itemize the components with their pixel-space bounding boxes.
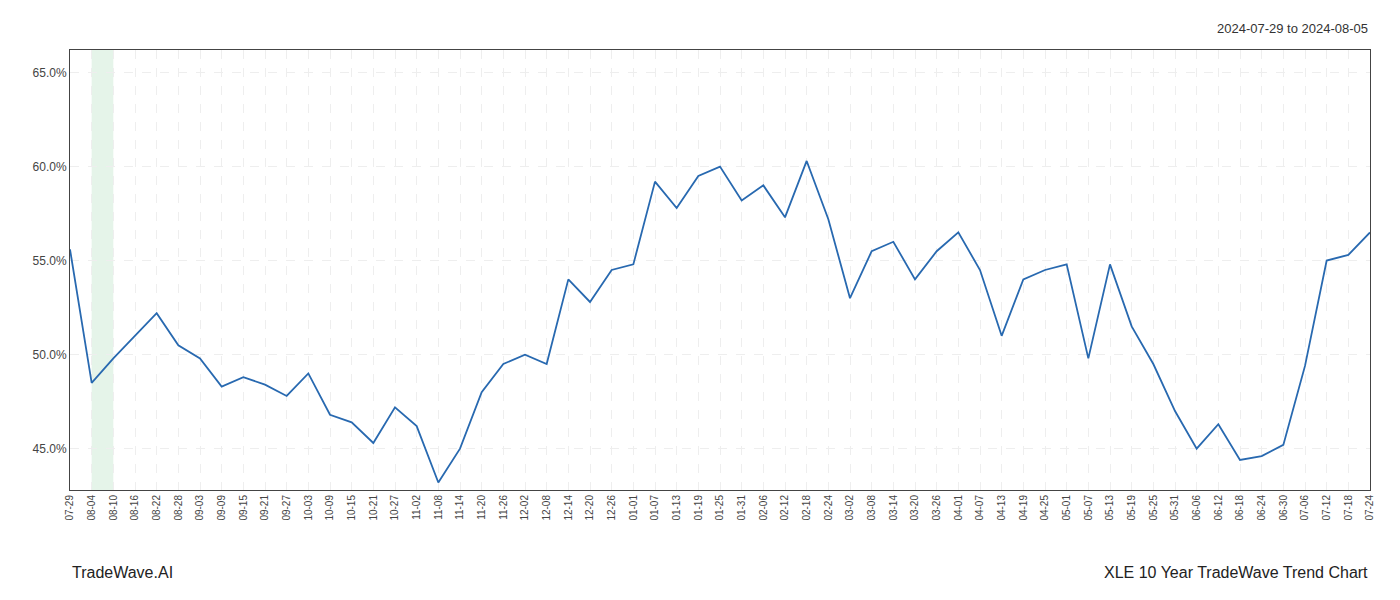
- svg-text:08-04: 08-04: [86, 495, 97, 521]
- svg-text:11-14: 11-14: [454, 495, 465, 520]
- svg-text:03-14: 03-14: [888, 495, 899, 521]
- svg-text:02-06: 02-06: [758, 495, 769, 521]
- svg-text:12-14: 12-14: [563, 495, 574, 521]
- svg-text:55.0%: 55.0%: [33, 254, 67, 268]
- svg-text:11-02: 11-02: [411, 495, 422, 520]
- svg-text:02-12: 02-12: [779, 495, 790, 521]
- svg-text:03-20: 03-20: [909, 495, 920, 521]
- svg-text:05-25: 05-25: [1148, 495, 1159, 521]
- svg-text:11-08: 11-08: [433, 495, 444, 520]
- svg-text:XLE 10 Year TradeWave Trend Ch: XLE 10 Year TradeWave Trend Chart: [1104, 564, 1368, 581]
- svg-text:04-13: 04-13: [996, 495, 1007, 521]
- svg-text:12-02: 12-02: [519, 495, 530, 521]
- svg-text:06-18: 06-18: [1234, 495, 1245, 521]
- svg-text:04-25: 04-25: [1039, 495, 1050, 521]
- svg-text:09-27: 09-27: [281, 495, 292, 521]
- svg-text:09-09: 09-09: [216, 495, 227, 521]
- svg-text:01-25: 01-25: [714, 495, 725, 521]
- svg-text:01-07: 01-07: [649, 495, 660, 521]
- svg-text:08-22: 08-22: [151, 495, 162, 521]
- svg-text:05-31: 05-31: [1169, 495, 1180, 521]
- svg-text:02-24: 02-24: [823, 495, 834, 521]
- svg-text:03-02: 03-02: [844, 495, 855, 521]
- svg-text:08-10: 08-10: [108, 495, 119, 521]
- svg-text:09-15: 09-15: [238, 495, 249, 521]
- svg-text:01-13: 01-13: [671, 495, 682, 521]
- svg-text:09-21: 09-21: [259, 495, 270, 521]
- svg-text:06-24: 06-24: [1256, 495, 1267, 521]
- svg-text:10-27: 10-27: [389, 495, 400, 521]
- svg-text:2024-07-29 to 2024-08-05: 2024-07-29 to 2024-08-05: [1217, 21, 1368, 36]
- svg-text:07-29: 07-29: [64, 495, 75, 521]
- svg-text:12-08: 12-08: [541, 495, 552, 521]
- svg-text:08-16: 08-16: [129, 495, 140, 521]
- svg-text:05-01: 05-01: [1061, 495, 1072, 521]
- svg-text:01-19: 01-19: [693, 495, 704, 521]
- svg-text:10-09: 10-09: [324, 495, 335, 521]
- svg-text:12-20: 12-20: [584, 495, 595, 521]
- svg-text:60.0%: 60.0%: [33, 160, 67, 174]
- svg-text:TradeWave.AI: TradeWave.AI: [72, 564, 173, 581]
- svg-text:11-26: 11-26: [498, 495, 509, 520]
- svg-text:07-12: 07-12: [1321, 495, 1332, 521]
- svg-text:10-15: 10-15: [346, 495, 357, 521]
- svg-text:07-18: 07-18: [1343, 495, 1354, 521]
- svg-text:10-21: 10-21: [368, 495, 379, 521]
- svg-text:05-19: 05-19: [1126, 495, 1137, 521]
- svg-text:65.0%: 65.0%: [33, 66, 67, 80]
- svg-text:05-13: 05-13: [1104, 495, 1115, 521]
- svg-text:04-19: 04-19: [1018, 495, 1029, 521]
- svg-text:45.0%: 45.0%: [33, 442, 67, 456]
- svg-text:06-12: 06-12: [1213, 495, 1224, 521]
- svg-text:07-24: 07-24: [1364, 495, 1375, 521]
- svg-text:01-01: 01-01: [628, 495, 639, 521]
- svg-text:07-06: 07-06: [1299, 495, 1310, 521]
- svg-text:06-06: 06-06: [1191, 495, 1202, 521]
- svg-text:03-26: 03-26: [931, 495, 942, 521]
- svg-text:10-03: 10-03: [303, 495, 314, 521]
- svg-text:02-18: 02-18: [801, 495, 812, 521]
- svg-text:50.0%: 50.0%: [33, 348, 67, 362]
- svg-text:04-01: 04-01: [953, 495, 964, 521]
- svg-text:05-07: 05-07: [1083, 495, 1094, 521]
- svg-text:06-30: 06-30: [1278, 495, 1289, 521]
- svg-text:08-28: 08-28: [173, 495, 184, 521]
- svg-text:03-08: 03-08: [866, 495, 877, 521]
- svg-text:09-03: 09-03: [194, 495, 205, 521]
- svg-text:12-26: 12-26: [606, 495, 617, 521]
- svg-text:11-20: 11-20: [476, 495, 487, 520]
- svg-text:04-07: 04-07: [974, 495, 985, 521]
- svg-text:01-31: 01-31: [736, 495, 747, 521]
